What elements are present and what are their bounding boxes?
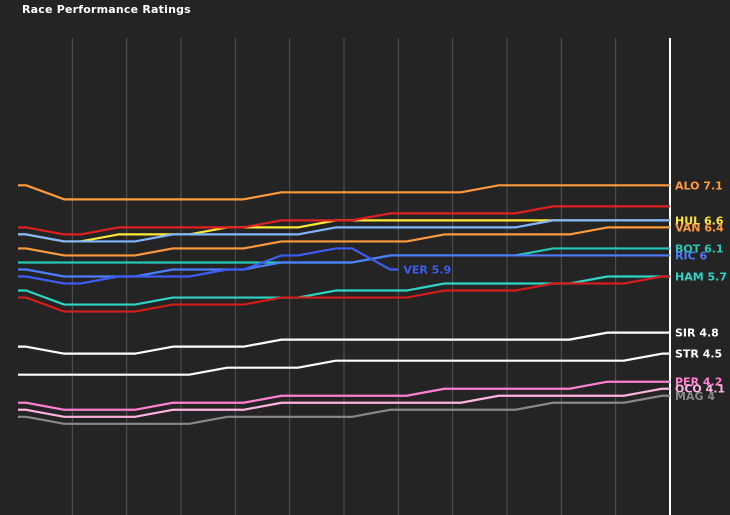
- series-end-label-sir: SIR 4.8: [675, 327, 719, 340]
- series-line-mag: [18, 394, 670, 425]
- series-line-oco: [18, 387, 670, 418]
- series-line-unlabeled-2: [18, 205, 670, 236]
- series-end-label-van: VAN 6.4: [675, 221, 724, 234]
- series-end-label-per: PER 4.2: [675, 376, 722, 389]
- series-line-sir: [18, 331, 670, 355]
- series-line-alo: [18, 184, 670, 201]
- series-layer: [18, 184, 670, 425]
- series-line-ver: [18, 247, 399, 285]
- series-end-label-hul: HUL 6.6: [675, 214, 724, 227]
- series-end-label-ver: VER 5.9: [403, 263, 451, 276]
- series-end-label-ham: HAM 5.7: [675, 271, 727, 284]
- series-line-per: [18, 380, 670, 411]
- series-end-label-mag: MAG 4: [675, 390, 715, 403]
- series-line-str: [18, 352, 670, 376]
- series-end-label-alo: ALO 7.1: [675, 179, 723, 192]
- series-end-label-oco: OCO 4.1: [675, 383, 725, 396]
- series-line-unlabeled-9: [18, 275, 670, 313]
- chart-title: Race Performance Ratings: [22, 3, 191, 16]
- series-line-unlabeled-3: [18, 219, 670, 243]
- series-line-van: [18, 226, 670, 257]
- series-end-label-ric: RIC 6: [675, 249, 707, 262]
- series-end-label-str: STR 4.5: [675, 348, 722, 361]
- series-end-label-bot: BOT 6.1: [675, 242, 724, 255]
